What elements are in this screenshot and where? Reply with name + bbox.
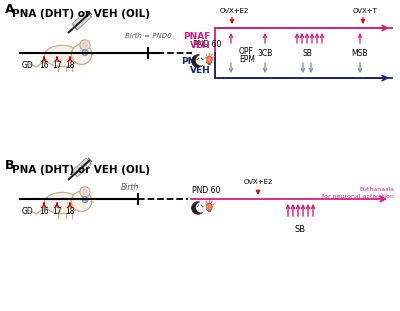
Circle shape: [71, 191, 92, 211]
Text: PND 60: PND 60: [192, 186, 220, 195]
Circle shape: [196, 202, 206, 212]
Circle shape: [82, 197, 88, 202]
Text: VEH: VEH: [190, 66, 211, 75]
Text: 17: 17: [52, 207, 62, 216]
Circle shape: [192, 202, 204, 214]
Text: OPF: OPF: [239, 47, 254, 55]
Text: 3CB: 3CB: [257, 49, 273, 58]
Circle shape: [80, 187, 90, 197]
Text: OVX+E2: OVX+E2: [220, 8, 249, 14]
Text: PND 60: PND 60: [193, 40, 221, 49]
Circle shape: [202, 206, 204, 207]
Ellipse shape: [206, 56, 212, 64]
Circle shape: [198, 58, 199, 59]
Circle shape: [196, 206, 198, 207]
Circle shape: [192, 55, 204, 67]
Circle shape: [198, 205, 199, 206]
Circle shape: [196, 55, 206, 66]
Bar: [208, 210, 210, 212]
Ellipse shape: [206, 203, 212, 211]
Circle shape: [82, 188, 88, 195]
Circle shape: [82, 50, 88, 56]
Circle shape: [82, 42, 88, 48]
Circle shape: [196, 59, 198, 60]
Text: MSB: MSB: [352, 49, 368, 58]
Circle shape: [202, 59, 204, 60]
Text: Birth: Birth: [121, 183, 139, 192]
Text: 18: 18: [65, 207, 75, 216]
Text: SB: SB: [294, 225, 306, 234]
Text: EPM: EPM: [239, 54, 255, 63]
Text: PNAF: PNAF: [184, 32, 211, 41]
Text: 18: 18: [65, 61, 75, 70]
Text: B: B: [5, 159, 14, 172]
Text: Birth = PND0: Birth = PND0: [125, 33, 172, 39]
Circle shape: [201, 205, 202, 206]
Polygon shape: [72, 158, 92, 177]
Text: SB: SB: [302, 49, 312, 58]
Circle shape: [71, 44, 92, 64]
Text: OVX+T: OVX+T: [353, 8, 378, 14]
Text: Euthanasia
for neuronal activation: Euthanasia for neuronal activation: [322, 187, 394, 199]
Text: PNA (DHT) or VEH (OIL): PNA (DHT) or VEH (OIL): [12, 165, 150, 175]
Text: 17: 17: [52, 61, 62, 70]
Text: VEH: VEH: [190, 41, 211, 50]
Text: PNAM: PNAM: [181, 57, 211, 66]
Ellipse shape: [44, 45, 80, 67]
Text: 16: 16: [39, 207, 49, 216]
Text: 16: 16: [39, 61, 49, 70]
Text: PNA (DHT) or VEH (OIL): PNA (DHT) or VEH (OIL): [12, 9, 150, 19]
Text: GD: GD: [22, 61, 34, 70]
Text: GD: GD: [22, 207, 34, 216]
Circle shape: [201, 58, 202, 59]
Ellipse shape: [44, 193, 80, 214]
Circle shape: [80, 40, 90, 50]
Text: A: A: [5, 3, 15, 16]
Polygon shape: [72, 11, 92, 30]
Bar: [208, 63, 210, 65]
Text: OVX+E2: OVX+E2: [243, 179, 273, 185]
